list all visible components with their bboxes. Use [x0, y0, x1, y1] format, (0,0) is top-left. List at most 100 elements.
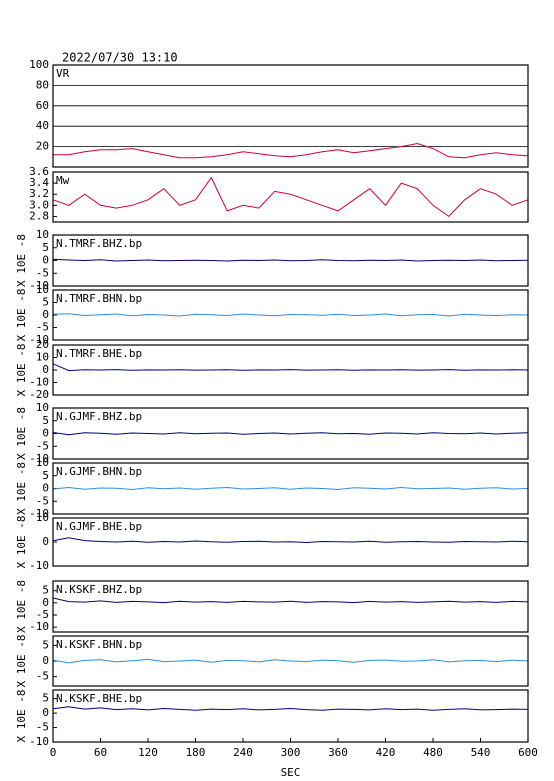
trace: [52, 313, 529, 317]
trace: [53, 142, 529, 159]
y-tick-label: 3.0: [29, 198, 49, 211]
panel-frame: [52, 462, 529, 515]
y-tick-label: 80: [36, 78, 49, 91]
y-tick-label: -10: [29, 559, 49, 572]
y-tick-label: 5: [42, 638, 49, 651]
panel-label: N.TMRF.BHN.bp: [56, 292, 142, 305]
y-tick-label: 0: [42, 427, 49, 440]
y-tick-label: -10: [29, 507, 49, 520]
y-tick-label: 5: [42, 241, 49, 254]
y-tick-label: 0: [42, 535, 49, 548]
panel-label: VR: [56, 67, 70, 80]
y-tick-label: 10: [36, 511, 49, 524]
y-tick-label: 3.4: [29, 176, 49, 189]
y-tick-label: 0: [42, 596, 49, 609]
y-tick-label: -10: [29, 735, 49, 748]
panel-label: N.GJMF.BHN.bp: [56, 465, 142, 478]
panel-label: N.GJMF.BHE.bp: [56, 520, 142, 533]
y-tick-label: -5: [36, 494, 49, 507]
y-tick-label: -10: [29, 376, 49, 389]
y-tick-label: 0: [42, 254, 49, 267]
y-tick-label: -5: [36, 439, 49, 452]
y-tick-label: -20: [29, 388, 49, 401]
panel-frame: [52, 580, 529, 633]
y-tick-label: 60: [36, 99, 49, 112]
y-tick-label: -10: [29, 333, 49, 346]
y-tick-label: -5: [36, 266, 49, 279]
y-tick-label: 10: [36, 351, 49, 364]
panel-label: N.KSKF.BHZ.bp: [56, 583, 142, 596]
panel-label: N.TMRF.BHE.bp: [56, 347, 142, 360]
y-axis-label: X 10E -8: [15, 289, 28, 342]
y-tick-label: 5: [42, 414, 49, 427]
x-tick-label: 480: [423, 746, 443, 759]
panel-frame: [52, 407, 529, 460]
y-tick-label: -5: [36, 608, 49, 621]
y-axis-label: X 10E -8: [15, 690, 28, 743]
y-tick-label: 0: [42, 308, 49, 321]
y-axis-label: X 10E -8: [15, 462, 28, 515]
x-tick-label: 360: [328, 746, 348, 759]
y-tick-label: -10: [29, 452, 49, 465]
y-tick-label: 10: [36, 456, 49, 469]
panel-frame: [52, 64, 529, 168]
panel-frame: [52, 344, 529, 396]
y-tick-label: 5: [42, 692, 49, 705]
x-tick-label: 60: [94, 746, 107, 759]
y-tick-label: 20: [36, 338, 49, 351]
y-tick-label: 0: [42, 482, 49, 495]
y-tick-label: 3.6: [29, 165, 49, 178]
trace: [52, 658, 529, 664]
y-tick-label: 2.8: [29, 209, 49, 222]
y-tick-label: 0: [42, 654, 49, 667]
y-axis-label: X 10E -8: [15, 635, 28, 688]
panel-label: N.KSKF.BHE.bp: [56, 692, 142, 705]
y-tick-label: 5: [42, 469, 49, 482]
trace: [52, 597, 529, 604]
y-axis-label: X 10E -8: [15, 234, 28, 287]
y-axis-label: X 10E -8: [15, 407, 28, 460]
trace: [52, 537, 529, 544]
x-tick-label: 600: [518, 746, 538, 759]
trace: [52, 176, 529, 218]
panel-label: N.KSKF.BHN.bp: [56, 638, 142, 651]
x-tick-label: 120: [138, 746, 158, 759]
y-tick-label: 40: [36, 119, 49, 132]
panel-frame: [52, 635, 529, 687]
x-axis-label: SEC: [281, 766, 301, 779]
y-tick-label: 5: [42, 584, 49, 597]
y-tick-label: -5: [36, 321, 49, 334]
trace: [52, 706, 529, 711]
x-tick-label: 240: [233, 746, 253, 759]
chart-title: 2022/07/30 13:10: [62, 51, 178, 65]
y-tick-label: -10: [29, 279, 49, 292]
trace: [52, 432, 529, 436]
trace: [52, 258, 529, 262]
y-tick-label: 10: [36, 228, 49, 241]
panel-label: Mw: [56, 174, 70, 187]
panel-frame: [52, 234, 529, 287]
y-tick-label: -10: [29, 620, 49, 633]
y-tick-label: 5: [42, 296, 49, 309]
y-tick-label: 0: [42, 706, 49, 719]
y-tick-label: -5: [36, 670, 49, 683]
y-tick-label: 100: [29, 58, 49, 71]
x-tick-label: 420: [376, 746, 396, 759]
y-tick-label: 20: [36, 140, 49, 153]
x-tick-label: 540: [471, 746, 491, 759]
y-tick-label: 10: [36, 401, 49, 414]
y-tick-label: 3.2: [29, 187, 49, 200]
y-tick-label: -5: [36, 721, 49, 734]
y-axis-label: X 10E -8: [15, 580, 28, 633]
y-axis-label: X 10E -8: [15, 344, 28, 397]
x-tick-label: 0: [50, 746, 57, 759]
x-tick-label: 180: [186, 746, 206, 759]
x-tick-label: 300: [281, 746, 301, 759]
panel-label: N.GJMF.BHZ.bp: [56, 410, 142, 423]
panel-frame: [52, 517, 529, 567]
y-axis-label: X 10E -8: [15, 516, 28, 569]
panel-label: N.TMRF.BHZ.bp: [56, 237, 142, 250]
panel-frame: [52, 289, 529, 341]
